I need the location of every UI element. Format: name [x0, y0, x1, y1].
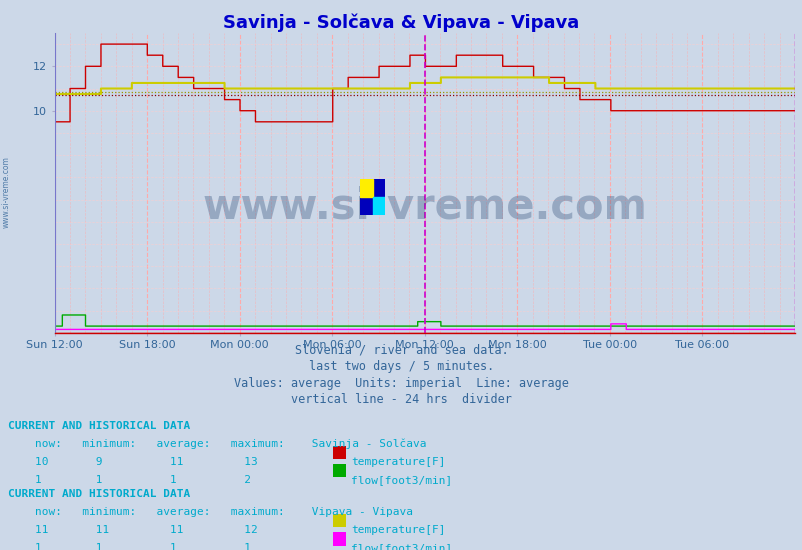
- Text: www.si-vreme.com: www.si-vreme.com: [202, 186, 646, 228]
- Text: 10       9          11         13: 10 9 11 13: [8, 457, 291, 467]
- Text: 11       11         11         12: 11 11 11 12: [8, 525, 291, 535]
- Text: 1        1          1          2: 1 1 1 2: [8, 475, 291, 485]
- Bar: [359, 179, 372, 197]
- Text: temperature[F]: temperature[F]: [350, 457, 445, 467]
- Text: www.si-vreme.com: www.si-vreme.com: [2, 157, 11, 228]
- Text: CURRENT AND HISTORICAL DATA: CURRENT AND HISTORICAL DATA: [8, 421, 190, 431]
- Text: CURRENT AND HISTORICAL DATA: CURRENT AND HISTORICAL DATA: [8, 489, 190, 499]
- Text: Savinja - Solčava & Vipava - Vipava: Savinja - Solčava & Vipava - Vipava: [223, 14, 579, 32]
- Text: temperature[F]: temperature[F]: [350, 525, 445, 535]
- Text: vertical line - 24 hrs  divider: vertical line - 24 hrs divider: [290, 393, 512, 406]
- Text: last two days / 5 minutes.: last two days / 5 minutes.: [309, 360, 493, 373]
- Text: flow[foot3/min]: flow[foot3/min]: [350, 475, 452, 485]
- Text: now:   minimum:   average:   maximum:    Vipava - Vipava: now: minimum: average: maximum: Vipava -…: [8, 507, 412, 517]
- Text: Values: average  Units: imperial  Line: average: Values: average Units: imperial Line: av…: [233, 377, 569, 390]
- Text: flow[foot3/min]: flow[foot3/min]: [350, 543, 452, 550]
- Bar: [372, 197, 385, 215]
- Polygon shape: [359, 179, 385, 214]
- Text: now:   minimum:   average:   maximum:    Savinja - Solčava: now: minimum: average: maximum: Savinja …: [8, 439, 426, 449]
- Text: Slovenia / river and sea data.: Slovenia / river and sea data.: [294, 344, 508, 357]
- Text: 1        1          1          1: 1 1 1 1: [8, 543, 291, 550]
